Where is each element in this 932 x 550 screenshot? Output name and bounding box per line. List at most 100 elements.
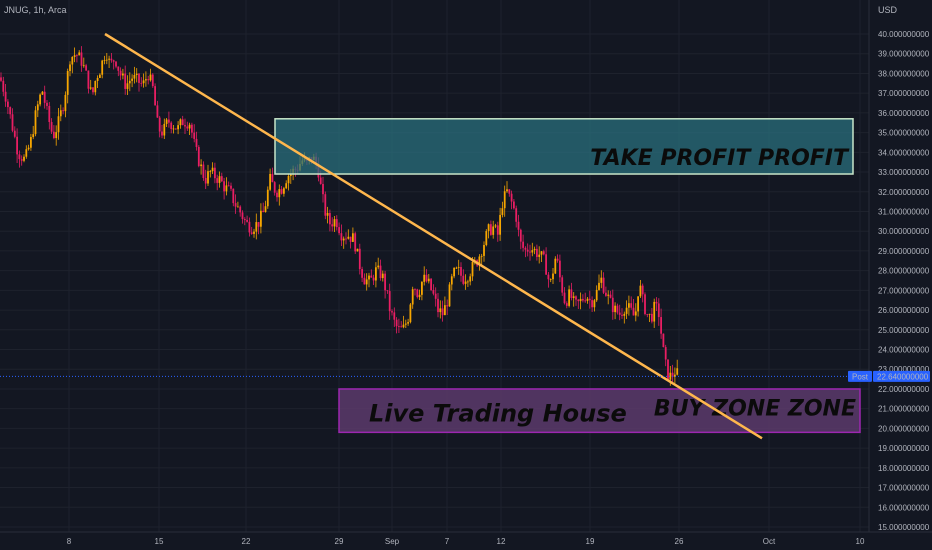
candle-body bbox=[628, 303, 630, 308]
candle-body bbox=[110, 58, 113, 61]
price-tick-label: 19.000000000 bbox=[878, 444, 930, 453]
candle-body bbox=[73, 55, 76, 57]
candle-body bbox=[542, 251, 545, 255]
candle-body bbox=[172, 128, 175, 130]
price-axis[interactable]: 40.000000000 39.000000000 38.000000000 37.0… bbox=[878, 30, 930, 532]
candle-body bbox=[487, 224, 490, 232]
candle-body bbox=[18, 154, 21, 160]
candle-body bbox=[529, 251, 531, 253]
candle-body bbox=[598, 282, 600, 290]
candle-body bbox=[519, 229, 522, 242]
candle-body bbox=[418, 294, 421, 298]
candle-body bbox=[667, 359, 669, 380]
candle-body bbox=[508, 189, 511, 194]
candle-body bbox=[131, 78, 133, 81]
candle-body bbox=[402, 324, 405, 328]
buy-zone-label: BUY ZONE ZONE bbox=[654, 397, 856, 422]
candle-body bbox=[549, 279, 552, 280]
symbol-header: JNUG, 1h, Arca bbox=[4, 5, 67, 15]
time-tick-label: Oct bbox=[763, 537, 776, 546]
candle-body bbox=[437, 298, 439, 313]
candle-body bbox=[76, 55, 78, 57]
candle-body bbox=[62, 110, 64, 112]
candle-body bbox=[179, 119, 182, 126]
candle-body bbox=[7, 101, 9, 108]
time-axis[interactable]: 8 15 22 29 Sep 7 12 19 26 Oct 10 bbox=[67, 537, 865, 546]
candle-body bbox=[453, 267, 455, 277]
candle-body bbox=[605, 292, 607, 296]
candle-body bbox=[322, 183, 324, 195]
candle-body bbox=[246, 219, 248, 222]
price-tick-label: 17.000000000 bbox=[878, 484, 930, 493]
candle-body bbox=[78, 52, 81, 56]
candle-body bbox=[448, 284, 451, 307]
candle-body bbox=[483, 245, 485, 256]
candle-body bbox=[147, 79, 150, 81]
candle-body bbox=[662, 333, 665, 348]
take-profit-zone[interactable] bbox=[274, 118, 854, 175]
take-profit-label: TAKE PROFIT PROFIT bbox=[590, 146, 850, 171]
candle-body bbox=[669, 372, 672, 380]
candle-body bbox=[616, 305, 619, 313]
candle-body bbox=[423, 274, 426, 282]
candle-body bbox=[165, 119, 168, 124]
candle-body bbox=[352, 233, 354, 242]
price-tick-label: 35.000000000 bbox=[878, 129, 930, 138]
time-tick-label: 12 bbox=[497, 537, 506, 546]
candle-body bbox=[287, 176, 290, 184]
candle-body bbox=[545, 254, 547, 275]
time-tick-label: 19 bbox=[586, 537, 595, 546]
price-tick-label: 16.000000000 bbox=[878, 503, 930, 512]
candle-body bbox=[20, 159, 23, 161]
candle-body bbox=[625, 307, 628, 314]
candle-body bbox=[577, 299, 580, 302]
candle-body bbox=[400, 326, 403, 328]
candle-body bbox=[393, 312, 396, 320]
candle-body bbox=[149, 74, 152, 81]
candle-body bbox=[163, 123, 166, 136]
candle-body bbox=[170, 122, 173, 130]
candle-body bbox=[515, 208, 518, 222]
candle-body bbox=[611, 297, 614, 313]
candle-body bbox=[485, 231, 488, 246]
time-tick-label: 22 bbox=[242, 537, 251, 546]
candle-body bbox=[66, 71, 69, 95]
candle-body bbox=[92, 87, 94, 93]
candle-body bbox=[105, 59, 108, 61]
candle-body bbox=[614, 305, 616, 313]
candle-body bbox=[335, 219, 338, 228]
buy-zone[interactable] bbox=[338, 388, 861, 434]
candle-body bbox=[637, 296, 639, 312]
price-tick-label: 37.000000000 bbox=[878, 89, 930, 98]
candle-body bbox=[568, 289, 570, 306]
candle-body bbox=[260, 210, 262, 227]
price-tick-label: 34.000000000 bbox=[878, 148, 930, 157]
candle-body bbox=[30, 137, 32, 148]
time-tick-label: 10 bbox=[856, 537, 865, 546]
candle-body bbox=[356, 248, 359, 252]
candle-body bbox=[648, 313, 651, 315]
candle-body bbox=[48, 105, 51, 123]
candle-body bbox=[23, 156, 25, 161]
candle-body bbox=[126, 83, 129, 89]
candle-body bbox=[264, 206, 267, 213]
candle-body bbox=[283, 188, 285, 194]
candle-body bbox=[561, 277, 564, 293]
candle-body bbox=[602, 277, 605, 293]
candle-body bbox=[342, 238, 345, 241]
trendline[interactable] bbox=[104, 32, 763, 440]
candle-body bbox=[480, 255, 483, 257]
price-badge-label-bg bbox=[848, 370, 872, 382]
candle-body bbox=[469, 276, 472, 282]
price-tick-label: 31.000000000 bbox=[878, 207, 930, 216]
candle-body bbox=[575, 296, 577, 300]
candle-body bbox=[462, 275, 465, 284]
candle-body bbox=[363, 277, 366, 285]
price-tick-label: 23.000000000 bbox=[878, 365, 930, 374]
candle-body bbox=[370, 275, 373, 278]
price-tick-label: 36.000000000 bbox=[878, 109, 930, 118]
candle-body bbox=[368, 275, 370, 280]
candle-body bbox=[239, 206, 242, 213]
candle-body bbox=[4, 91, 7, 102]
